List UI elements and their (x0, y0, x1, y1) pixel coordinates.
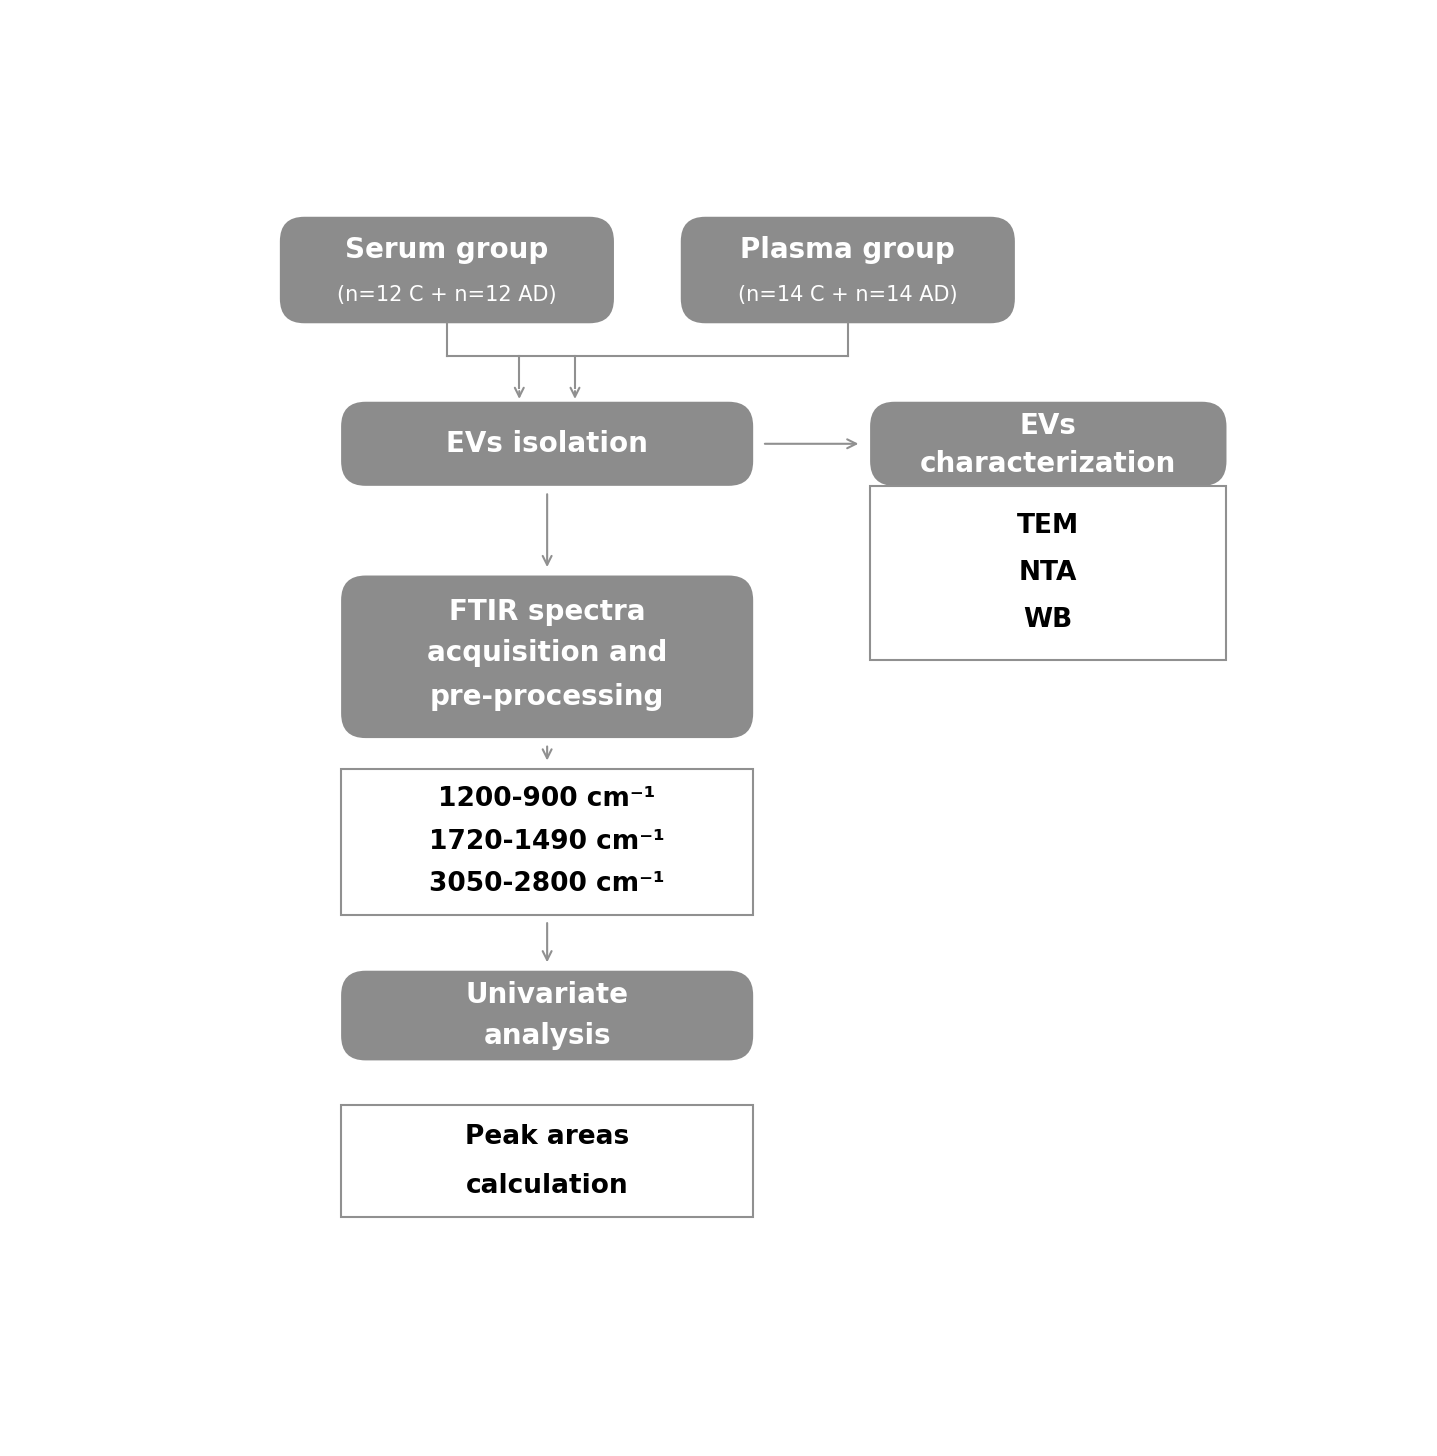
Text: characterization: characterization (920, 450, 1177, 478)
FancyBboxPatch shape (871, 486, 1227, 660)
Text: 1720-1490 cm⁻¹: 1720-1490 cm⁻¹ (430, 828, 665, 855)
Text: (n=14 C + n=14 AD): (n=14 C + n=14 AD) (739, 285, 957, 304)
FancyBboxPatch shape (341, 1105, 753, 1217)
Text: 3050-2800 cm⁻¹: 3050-2800 cm⁻¹ (430, 871, 665, 897)
Text: 1200-900 cm⁻¹: 1200-900 cm⁻¹ (438, 786, 655, 812)
FancyBboxPatch shape (280, 217, 614, 323)
FancyBboxPatch shape (341, 575, 753, 738)
Text: calculation: calculation (466, 1174, 628, 1198)
Text: (n=12 C + n=12 AD): (n=12 C + n=12 AD) (338, 285, 556, 304)
Text: WB: WB (1023, 607, 1073, 633)
FancyBboxPatch shape (341, 971, 753, 1060)
FancyBboxPatch shape (341, 402, 753, 486)
Text: Plasma group: Plasma group (740, 236, 956, 264)
Text: acquisition and: acquisition and (427, 639, 667, 667)
Text: Serum group: Serum group (345, 236, 549, 264)
FancyBboxPatch shape (681, 217, 1015, 323)
Text: NTA: NTA (1019, 559, 1078, 585)
Text: EVs isolation: EVs isolation (447, 430, 648, 457)
FancyBboxPatch shape (341, 769, 753, 914)
Text: analysis: analysis (483, 1022, 611, 1050)
Text: pre-processing: pre-processing (430, 683, 664, 711)
Text: TEM: TEM (1017, 513, 1079, 539)
Text: Univariate: Univariate (466, 981, 628, 1009)
Text: FTIR spectra: FTIR spectra (448, 598, 645, 626)
Text: Peak areas: Peak areas (466, 1124, 629, 1150)
FancyBboxPatch shape (871, 402, 1227, 486)
Text: EVs: EVs (1020, 412, 1076, 440)
